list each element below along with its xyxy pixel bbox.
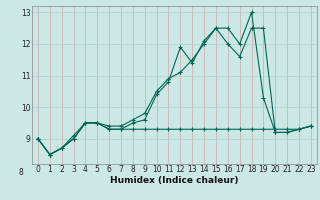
X-axis label: Humidex (Indice chaleur): Humidex (Indice chaleur) (110, 176, 239, 185)
Text: 8: 8 (19, 168, 24, 177)
